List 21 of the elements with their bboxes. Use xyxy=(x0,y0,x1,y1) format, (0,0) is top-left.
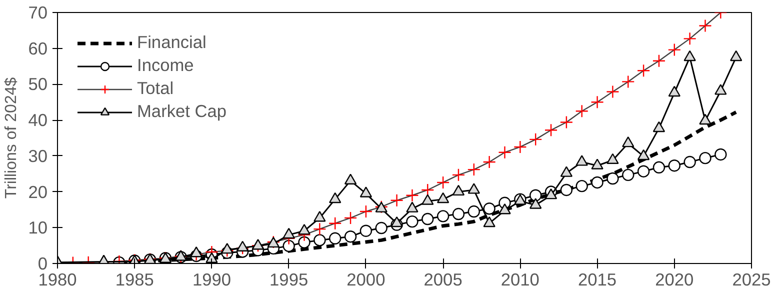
y-tick-label: 40 xyxy=(28,110,48,130)
x-tick-label: 2005 xyxy=(424,270,462,288)
y-axis-title: Trillions of 2024$ xyxy=(3,77,20,199)
y-tick-label: 20 xyxy=(28,182,48,202)
y-tick-label: 10 xyxy=(28,218,48,238)
legend-label: Income xyxy=(137,55,194,76)
y-tick-label: 50 xyxy=(28,74,48,94)
x-tick-label: 1985 xyxy=(115,270,154,288)
x-tick-label: 1990 xyxy=(192,270,232,288)
y-tick-label: 30 xyxy=(28,146,48,166)
y-tick-label: 70 xyxy=(28,2,48,22)
y-tick-label: 60 xyxy=(28,38,48,58)
x-tick-label: 2020 xyxy=(655,270,694,288)
x-tick-label: 1995 xyxy=(270,270,308,288)
legend-label: Financial xyxy=(137,32,206,53)
legend-label: Total xyxy=(137,78,174,99)
x-tick-label: 2000 xyxy=(346,270,386,288)
x-tick-label: 2015 xyxy=(578,270,617,288)
legend-label: Market Cap xyxy=(137,101,227,122)
x-tick-label: 2025 xyxy=(732,270,771,288)
x-tick-label: 2010 xyxy=(500,270,540,288)
